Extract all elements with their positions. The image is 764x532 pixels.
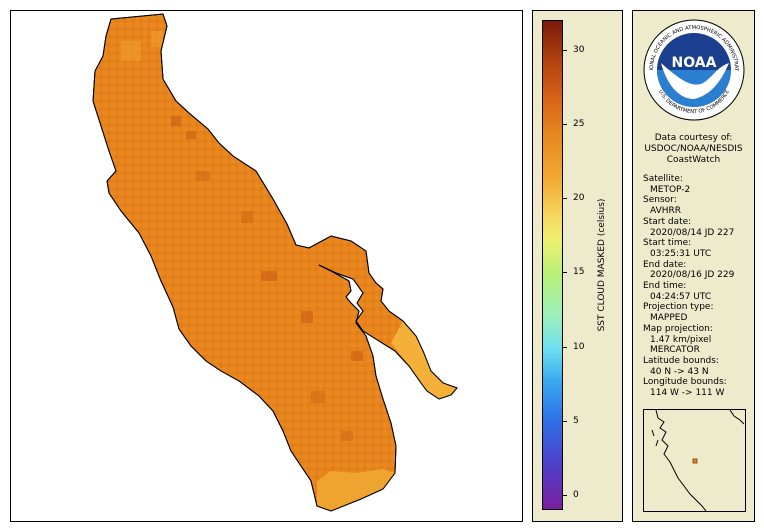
colorbar	[542, 20, 563, 510]
colorbar-title: SST CLOUD MASKED (celsius)	[597, 198, 607, 332]
colorbar-tick-label: 30	[573, 44, 585, 55]
locator-coastline	[651, 410, 745, 511]
locator-marker	[692, 458, 698, 464]
colorbar-tick-label: 25	[573, 118, 585, 129]
colorbar-tick	[563, 123, 567, 125]
start-time-value: 03:25:31 UTC	[650, 248, 712, 259]
shallow-south	[317, 469, 395, 511]
colorbar-tick	[563, 272, 567, 274]
longitude-bounds-label: Longitude bounds:	[643, 377, 727, 388]
longitude-bounds-value: 114 W -> 111 W	[650, 388, 725, 399]
colorbar-tick	[563, 420, 567, 422]
colorbar-tick-label: 0	[573, 490, 579, 501]
colorbar-tick-label: 10	[573, 341, 585, 352]
metadata-list: Satellite: METOP-2 Sensor: AVHRR Start d…	[643, 174, 734, 399]
courtesy-line: USDOC/NOAA/NESDIS	[644, 144, 743, 154]
legend-panel: 0 5 10 15 20 25 30 SST CLOUD MASKED (celsius)	[532, 10, 623, 522]
map-panel	[10, 10, 523, 522]
latitude-bounds-label: Latitude bounds:	[643, 355, 719, 366]
courtesy-line: Data courtesy of:	[654, 133, 733, 143]
end-date-value: 2020/08/16 JD 229	[650, 270, 735, 281]
noaa-logo: NOAA NATIONAL OCEANIC AND ATMOSPHERIC AD…	[643, 19, 745, 121]
sensor-value: AVHRR	[650, 206, 682, 217]
projection-type-label: Projection type:	[643, 302, 714, 313]
courtesy-line: CoastWatch	[666, 155, 721, 165]
data-courtesy: Data courtesy of: USDOC/NOAA/NESDIS Coas…	[633, 133, 754, 166]
latitude-bounds-value: 40 N -> 43 N	[650, 366, 709, 377]
map-projection-label: Map projection:	[643, 323, 713, 334]
shallow-arm	[391, 321, 457, 399]
end-date-label: End date:	[643, 259, 687, 270]
colorbar-tick-label: 20	[573, 193, 585, 204]
locator-map	[643, 409, 746, 512]
map-projection-value: 1.47 km/pixel MERCATOR	[650, 334, 712, 356]
start-time-label: Start time:	[643, 238, 692, 249]
start-date-value: 2020/08/14 JD 227	[650, 227, 735, 238]
projection-type-value: MAPPED	[650, 313, 688, 324]
noaa-logo-text: NOAA	[672, 55, 717, 71]
colorbar-tick-label: 15	[573, 267, 585, 278]
sensor-label: Sensor:	[643, 195, 677, 206]
info-panel: NOAA NATIONAL OCEANIC AND ATMOSPHERIC AD…	[632, 10, 755, 522]
colorbar-tick-label: 5	[573, 415, 579, 426]
colorbar-tick	[563, 346, 567, 348]
lake-map	[92, 13, 458, 512]
temperature-patches	[121, 31, 363, 441]
end-time-label: End time:	[643, 281, 687, 292]
lake-body	[92, 13, 458, 512]
colorbar-tick	[563, 198, 567, 200]
lake-outline	[92, 13, 458, 512]
colorbar-tick	[563, 495, 567, 497]
start-date-label: Start date:	[643, 216, 692, 227]
satellite-value: METOP-2	[650, 184, 691, 195]
satellite-label: Satellite:	[643, 174, 683, 184]
colorbar-tick	[563, 49, 567, 51]
end-time-value: 04:24:57 UTC	[650, 291, 712, 302]
